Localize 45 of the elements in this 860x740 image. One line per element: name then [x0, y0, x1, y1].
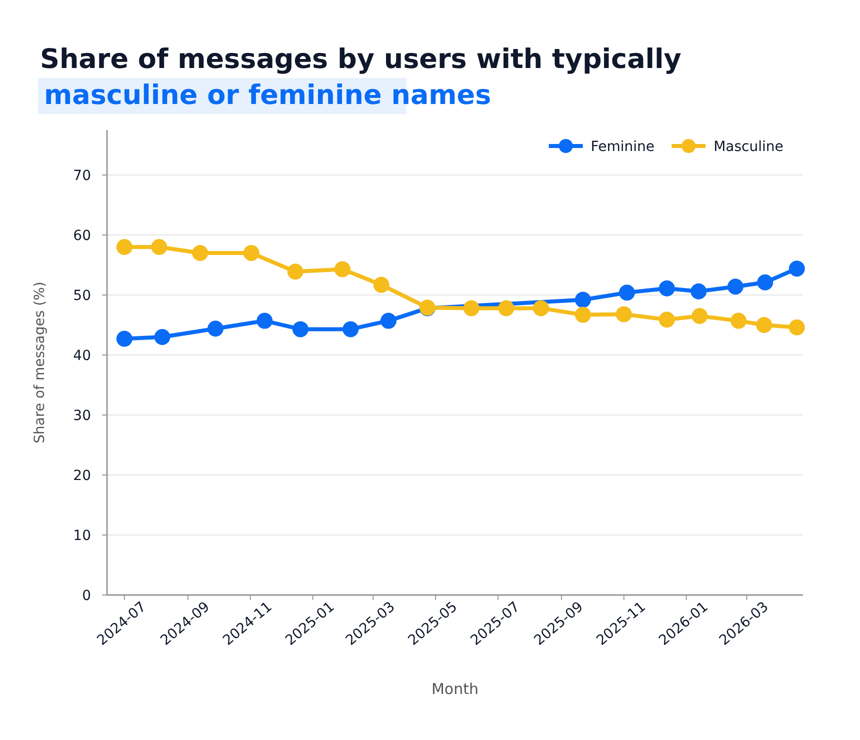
point — [730, 312, 747, 329]
point — [616, 306, 632, 322]
point — [727, 278, 744, 295]
point — [192, 245, 208, 261]
point — [757, 274, 774, 290]
point — [658, 312, 675, 328]
y-axis-title: Share of messages (%) — [32, 282, 48, 444]
point — [690, 283, 707, 300]
y-tick-label: 20 — [73, 468, 91, 484]
point — [463, 300, 480, 316]
point — [256, 312, 273, 329]
point — [692, 308, 708, 324]
legend-label: Feminine — [590, 138, 654, 155]
chart-title: Share of messages by users with typically — [40, 44, 682, 75]
x-axis-title: Month — [431, 680, 479, 698]
y-tick-label: 10 — [73, 528, 91, 544]
point — [287, 264, 304, 280]
point — [618, 284, 635, 301]
point — [373, 276, 390, 293]
y-tick-label: 40 — [73, 348, 91, 364]
point — [116, 330, 132, 347]
point — [574, 306, 591, 323]
point — [334, 261, 350, 278]
point — [151, 239, 168, 255]
y-tick-label: 70 — [73, 168, 91, 184]
point — [154, 329, 170, 345]
chart-subtitle: masculine or feminine names — [44, 80, 492, 111]
y-tick-label: 30 — [73, 408, 91, 424]
point — [574, 292, 591, 308]
point — [788, 319, 805, 336]
point — [532, 300, 549, 316]
point — [292, 321, 308, 338]
point — [788, 260, 805, 277]
point — [380, 312, 396, 329]
point — [342, 321, 359, 338]
point — [243, 245, 260, 261]
point — [756, 317, 772, 333]
point — [658, 280, 675, 296]
y-tick-label: 50 — [73, 288, 91, 304]
point — [207, 320, 224, 337]
legend-label: Masculine — [714, 138, 784, 155]
point — [498, 300, 514, 316]
point — [116, 239, 132, 255]
y-tick-label: 0 — [82, 588, 91, 604]
y-tick-label: 60 — [73, 228, 91, 244]
